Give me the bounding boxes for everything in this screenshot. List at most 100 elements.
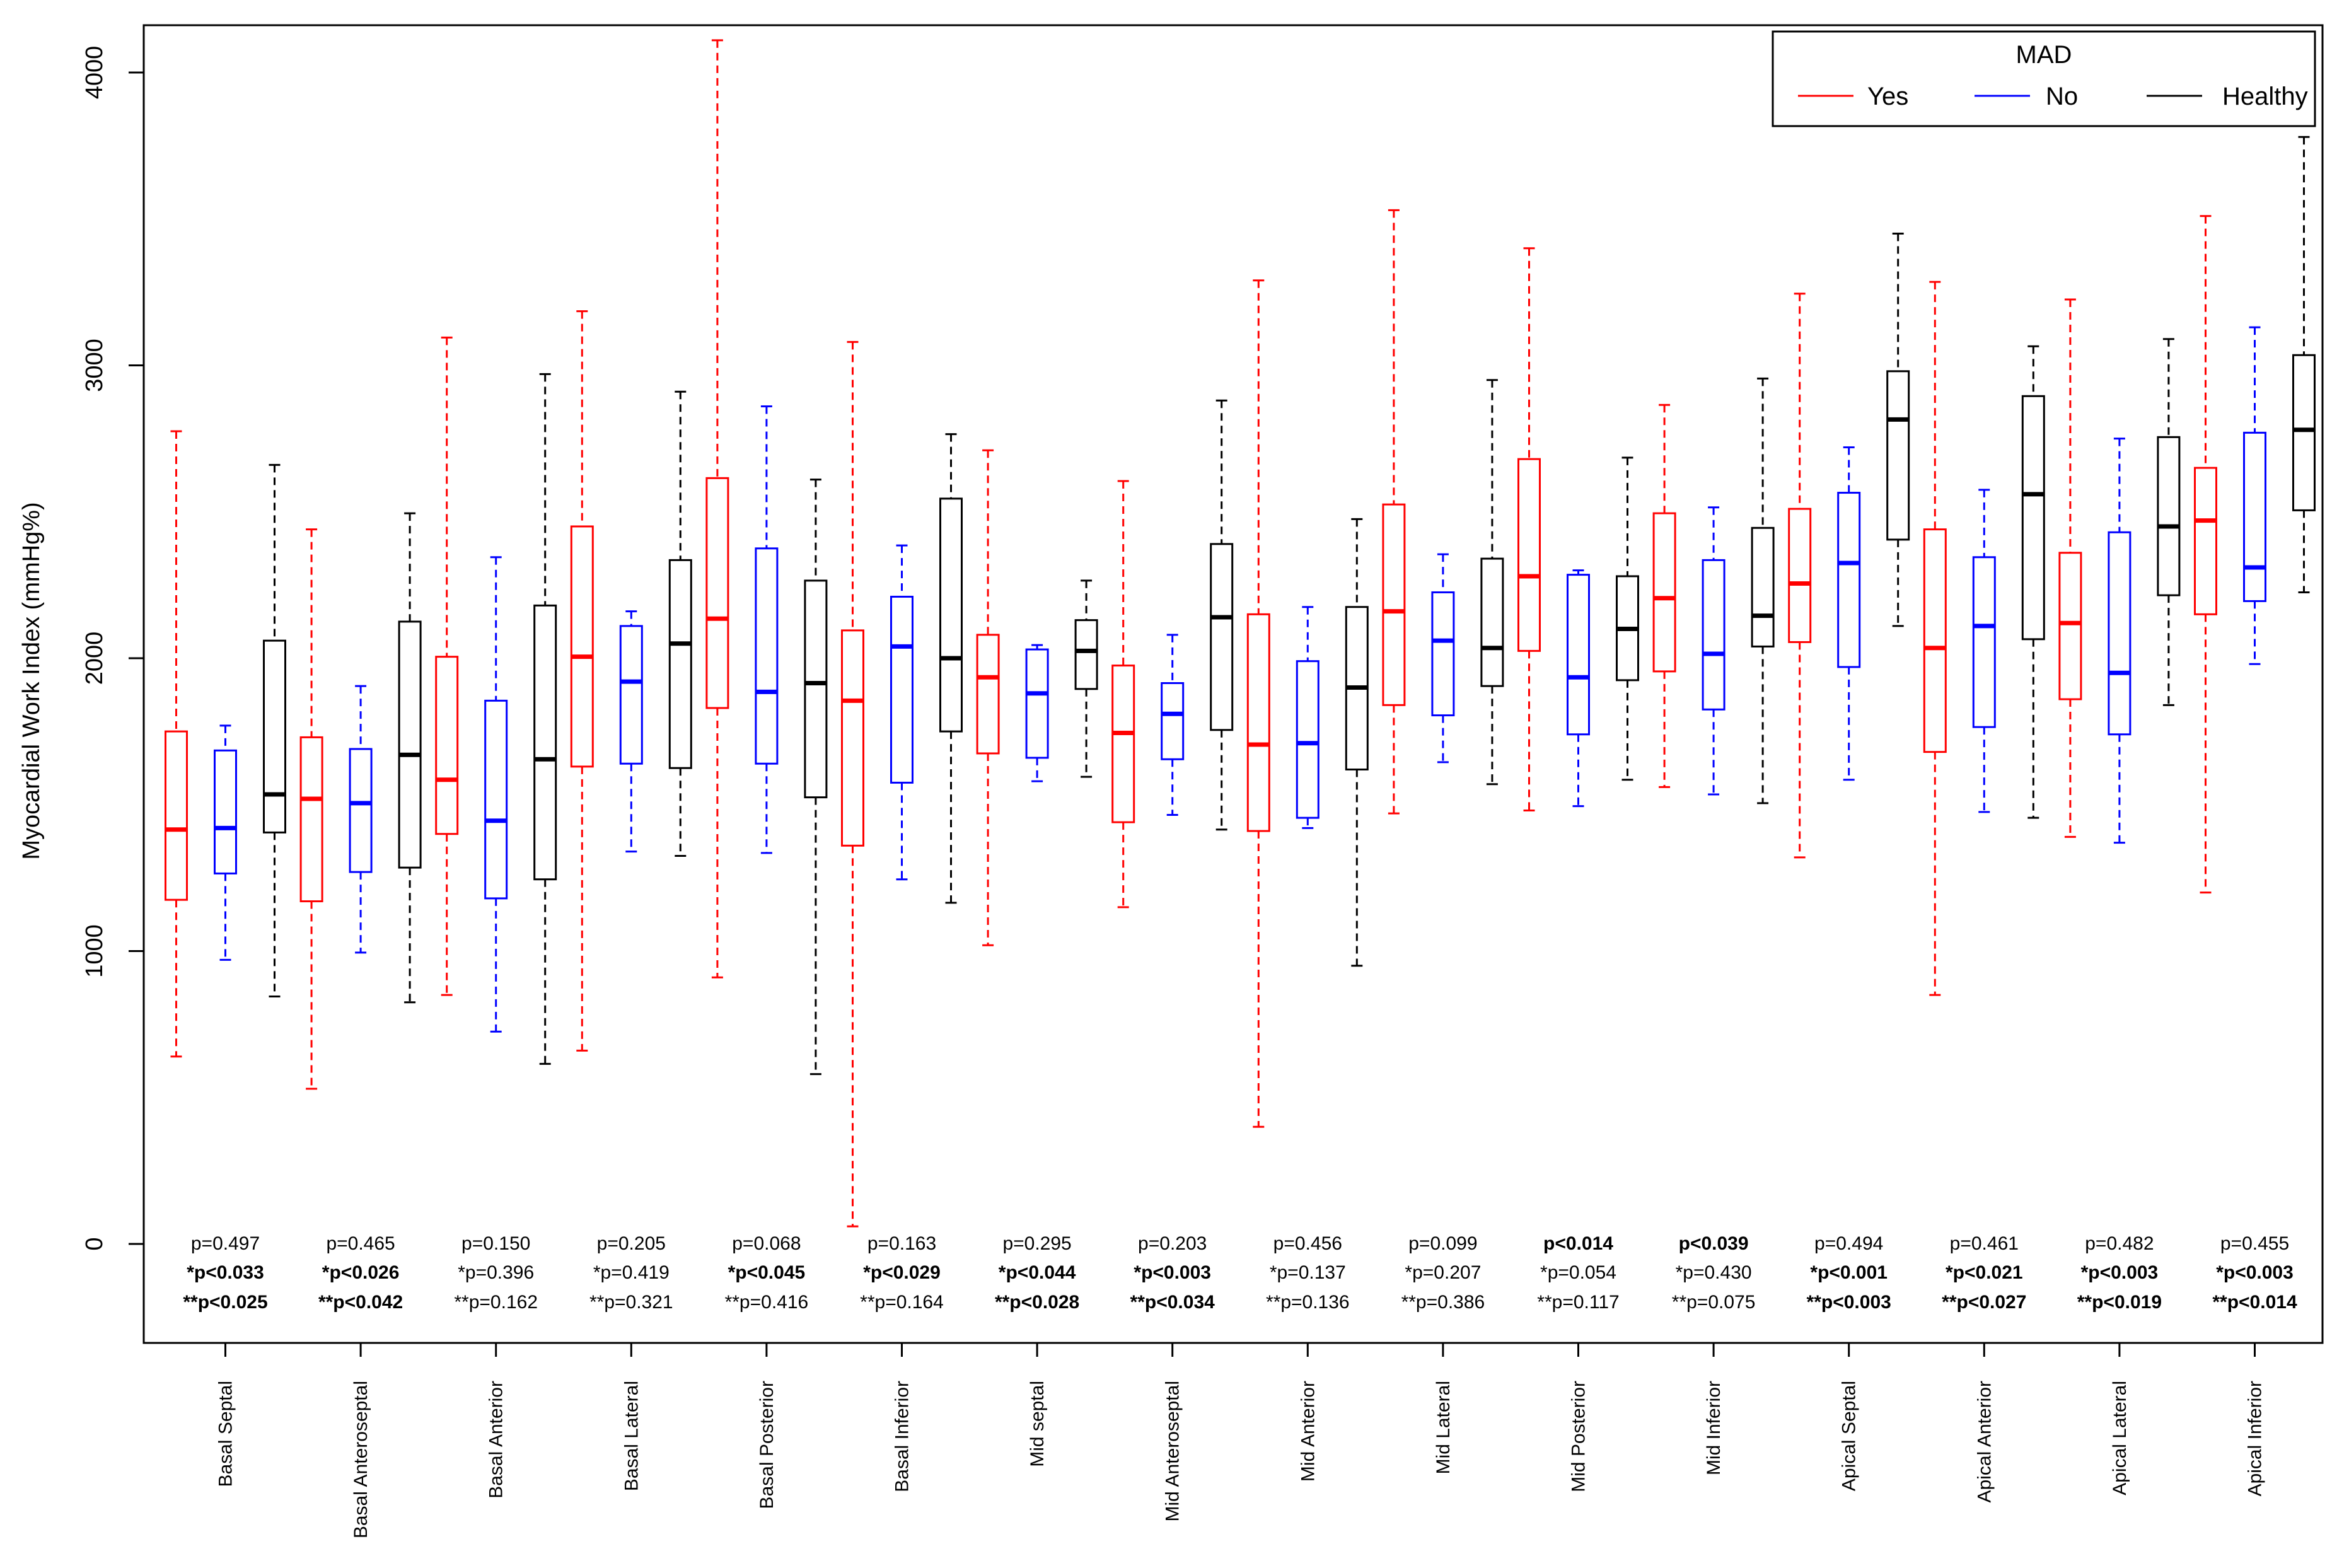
legend-label-no: No <box>2046 83 2078 110</box>
iqr-box <box>2108 531 2132 736</box>
p-value-mid-inferior-2: **p=0.075 <box>1672 1292 1756 1313</box>
x-label-basal-anterior: Basal Anterior <box>486 1381 507 1499</box>
p-value-mid-anterior-2: **p=0.136 <box>1266 1292 1350 1313</box>
iqr-box <box>1246 613 1270 832</box>
iqr-box <box>1923 528 1947 753</box>
iqr-box <box>1025 648 1049 759</box>
box-no <box>2243 326 2266 665</box>
box-group-apical-septal <box>1788 232 1910 859</box>
box-group-mid-posterior <box>1517 247 1639 812</box>
iqr-box <box>841 629 864 847</box>
box-group-basal-anterior <box>435 336 557 1065</box>
p-value-apical-septal-2: **p<0.003 <box>1807 1292 1891 1313</box>
legend: MAD Yes No Healthy <box>1772 30 2316 127</box>
iqr-box <box>2021 395 2045 641</box>
box-no <box>890 544 914 881</box>
iqr-box <box>705 477 729 709</box>
iqr-box <box>1972 556 1996 728</box>
box-no <box>1567 569 1590 808</box>
iqr-box <box>2194 467 2217 615</box>
y-tick-label-2000: 2000 <box>81 632 108 685</box>
y-axis-title: Myocardial Work Index (mmHg%) <box>18 502 45 859</box>
box-no <box>2108 438 2132 844</box>
p-value-apical-lateral-1: *p<0.003 <box>2081 1262 2159 1283</box>
x-label-basal-inferior: Basal Inferior <box>892 1381 913 1492</box>
y-tick-label-3000: 3000 <box>81 339 108 392</box>
box-yes <box>841 340 864 1228</box>
box-no <box>349 685 373 954</box>
p-value-mid-anterior-0: p=0.456 <box>1273 1233 1342 1254</box>
p-value-mid-inferior-0: p<0.039 <box>1679 1233 1749 1254</box>
box-yes <box>1652 404 1676 788</box>
iqr-box <box>1296 660 1320 819</box>
x-label-basal-posterior: Basal Posterior <box>757 1381 777 1509</box>
p-value-basal-anterior-2: **p=0.162 <box>454 1292 538 1313</box>
iqr-box <box>533 604 557 881</box>
box-group-basal-septal <box>165 430 286 1058</box>
box-healthy <box>2021 345 2045 819</box>
p-value-basal-anterior-0: p=0.150 <box>461 1233 530 1254</box>
y-tick-label-0: 0 <box>81 1237 108 1250</box>
box-healthy <box>1886 232 1910 627</box>
p-value-basal-anteroseptal-1: *p<0.026 <box>322 1262 400 1283</box>
p-value-mid-posterior-0: p<0.014 <box>1543 1233 1613 1254</box>
box-healthy <box>263 463 286 997</box>
iqr-box <box>2058 552 2082 700</box>
box-no <box>1025 644 1049 782</box>
box-group-basal-posterior <box>705 39 828 1076</box>
iqr-box <box>804 579 828 799</box>
iqr-box <box>619 625 643 765</box>
iqr-box <box>484 699 508 900</box>
iqr-box <box>1074 619 1098 690</box>
iqr-box <box>2292 354 2316 511</box>
iqr-box <box>1837 492 1861 668</box>
box-healthy <box>1616 456 1639 781</box>
p-value-basal-anterior-1: *p=0.396 <box>458 1262 534 1283</box>
p-value-apical-anterior-2: **p<0.027 <box>1942 1292 2026 1313</box>
legend-label-yes: Yes <box>1867 83 1908 110</box>
box-yes <box>570 310 594 1052</box>
p-value-apical-anterior-0: p=0.461 <box>1950 1233 2019 1254</box>
p-value-apical-inferior-1: *p<0.003 <box>2216 1262 2294 1283</box>
box-no <box>214 724 237 961</box>
p-value-basal-posterior-1: *p<0.045 <box>728 1262 806 1283</box>
p-value-mid-anterior-1: *p=0.137 <box>1270 1262 1346 1283</box>
box-healthy <box>2157 338 2181 706</box>
p-value-basal-septal-2: **p<0.025 <box>183 1292 267 1313</box>
p-value-mid-septal-0: p=0.295 <box>1002 1233 1071 1254</box>
x-label-basal-anteroseptal: Basal Anteroseptal <box>351 1381 371 1538</box>
p-value-basal-posterior-2: **p=0.416 <box>725 1292 809 1313</box>
x-label-mid-inferior: Mid Inferior <box>1703 1381 1724 1475</box>
y-tick-label-1000: 1000 <box>81 924 108 978</box>
box-groups <box>165 39 2316 1228</box>
y-tick-label-4000: 4000 <box>81 46 108 100</box>
p-value-apical-lateral-0: p=0.482 <box>2085 1233 2154 1254</box>
box-yes <box>299 528 323 1090</box>
box-healthy <box>1751 377 1775 804</box>
x-label-basal-lateral: Basal Lateral <box>621 1381 642 1491</box>
iqr-box <box>2243 431 2266 602</box>
legend-label-healthy: Healthy <box>2222 83 2308 110</box>
box-group-mid-lateral <box>1382 209 1504 815</box>
x-label-apical-septal: Apical Septal <box>1839 1381 1860 1491</box>
x-label-mid-anterior: Mid Anterior <box>1297 1381 1318 1482</box>
x-label-mid-lateral: Mid Lateral <box>1433 1381 1454 1474</box>
iqr-box <box>1111 665 1135 823</box>
box-group-basal-inferior <box>841 340 963 1228</box>
iqr-box <box>755 547 779 765</box>
p-value-basal-inferior-2: **p=0.164 <box>860 1292 944 1313</box>
iqr-box <box>299 736 323 903</box>
box-healthy <box>939 433 963 904</box>
legend-box <box>1772 30 2316 127</box>
p-value-mid-lateral-2: **p=0.386 <box>1401 1292 1485 1313</box>
p-value-mid-anteroseptal-2: **p<0.034 <box>1130 1292 1215 1313</box>
iqr-box <box>1567 574 1590 736</box>
box-healthy <box>1345 518 1369 967</box>
box-no <box>619 610 643 853</box>
box-no <box>1702 506 1726 796</box>
box-group-basal-lateral <box>570 310 692 1052</box>
iqr-box <box>1702 559 1726 711</box>
p-value-basal-septal-0: p=0.497 <box>191 1233 260 1254</box>
box-group-apical-anterior <box>1923 281 2045 996</box>
p-value-mid-septal-2: **p<0.028 <box>995 1292 1079 1313</box>
